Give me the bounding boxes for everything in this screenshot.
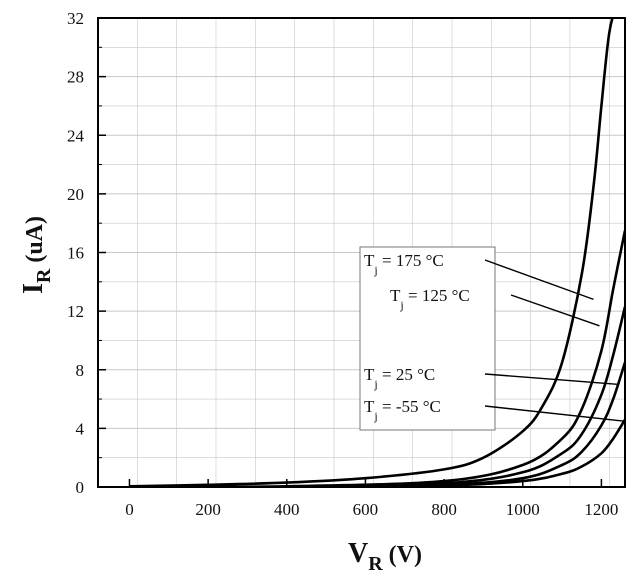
y-tick-label: 0 (76, 478, 85, 497)
curves (129, 18, 625, 487)
series-line (129, 18, 614, 487)
x-tick-label: 400 (274, 500, 300, 519)
y-tick-label: 20 (67, 185, 84, 204)
x-tick-label: 1000 (506, 500, 540, 519)
annotation-arrow (484, 259, 594, 301)
y-tick-label: 12 (67, 302, 84, 321)
x-tick-label: 0 (125, 500, 134, 519)
x-tick-label: 200 (195, 500, 221, 519)
axes: 0 4 8 12 16 20 24 28 32 0 200 400 600 800 1000 1200 (67, 9, 626, 519)
series-line (129, 418, 625, 487)
y-axis-title: IR (uA) (18, 216, 55, 294)
annotation-label: Tj = -55 °C (364, 397, 441, 423)
y-tick-label: 8 (76, 361, 85, 380)
y-tick-label: 32 (67, 9, 84, 28)
x-tick-label: 1200 (584, 500, 618, 519)
annotations: Tj = 175 °C Tj = 125 °C Tj = 25 °C Tj = -55… (359, 246, 624, 431)
annotation-label: Tj = 25 °C (364, 365, 435, 391)
annotation-label: Tj = 175 °C (364, 251, 444, 277)
annotation-label: Tj = 125 °C (390, 286, 470, 312)
x-axis-title: VR (V) (348, 538, 422, 573)
annotation-arrow (510, 294, 600, 327)
y-tick-label: 4 (76, 419, 85, 438)
y-tick-label: 28 (67, 68, 84, 87)
annotation-arrow (484, 373, 620, 386)
axis-titles: VR (V) IR (uA) (18, 216, 422, 573)
annotation-arrow (484, 405, 624, 422)
x-tick-label: 600 (353, 500, 379, 519)
legend-box (359, 246, 496, 431)
y-tick-label: 24 (67, 126, 85, 145)
y-tick-label: 16 (67, 244, 84, 263)
x-tick-label: 800 (431, 500, 457, 519)
